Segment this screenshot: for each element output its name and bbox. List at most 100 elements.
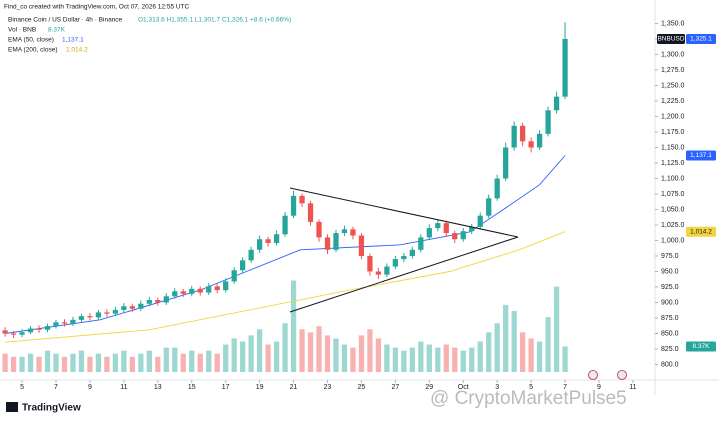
candle-body <box>112 309 119 314</box>
volume-bar <box>316 326 322 372</box>
candle-body <box>172 291 178 297</box>
ohlc-label: O1,313.6 H1,355.1 L1,301.7 C1,326.1 +8.6… <box>138 17 291 24</box>
candle-body <box>477 215 483 227</box>
candle-body <box>78 316 85 320</box>
volume-bar <box>44 350 51 372</box>
volume-bar <box>61 356 68 372</box>
x-tick-label: 19 <box>256 384 264 391</box>
candle-body <box>61 322 68 324</box>
ema-tag-box <box>686 150 716 161</box>
candle-body <box>138 303 144 309</box>
volume-bar <box>350 347 356 372</box>
candle-body <box>214 286 220 291</box>
volume-bar <box>265 344 271 372</box>
y-tick-label: 1,050.0 <box>661 206 684 213</box>
y-tick-label: 1,175.0 <box>661 129 684 136</box>
volume-bar <box>358 335 365 372</box>
chart-title: Binance Coin / US Dollar · 4h · Binance <box>8 17 123 24</box>
volume-bar <box>36 356 42 372</box>
candle-body <box>418 237 424 250</box>
candle-body <box>333 233 339 250</box>
x-tick-label: 11 <box>120 384 127 391</box>
volume-bar <box>333 338 339 372</box>
volume-bar <box>53 353 59 372</box>
volume-bar <box>256 329 263 372</box>
y-tick-label: 975.0 <box>661 253 679 260</box>
header: Find_co created with TradingView.com, Oc… <box>4 4 190 11</box>
x-tick-label: 13 <box>154 384 162 391</box>
volume-bar <box>248 335 254 372</box>
event-flag[interactable] <box>617 370 627 380</box>
candle-body <box>240 260 246 271</box>
candle-body <box>494 178 500 199</box>
volume-bar <box>19 356 25 372</box>
candle-body <box>44 326 51 330</box>
event-flag[interactable] <box>588 370 598 380</box>
volume-bar <box>172 347 178 372</box>
x-tick-label: 9 <box>88 384 92 391</box>
candle-body <box>350 229 356 236</box>
candle-body <box>265 239 271 243</box>
legend-volume-value: 8.37K <box>48 27 66 34</box>
ema-tag: 1,137.1 <box>690 152 712 159</box>
volume-bar <box>418 341 424 372</box>
symbol-tag-box <box>657 33 685 44</box>
candle-body <box>536 133 543 148</box>
volume-bar <box>384 344 390 372</box>
candle-body <box>87 316 93 318</box>
candle-body <box>256 239 263 250</box>
volume-bar <box>290 280 297 372</box>
volume-bar <box>443 344 449 372</box>
candle-body <box>316 221 322 238</box>
volume-bar <box>324 335 331 372</box>
candle-body <box>19 332 25 335</box>
y-tick-label: 1,075.0 <box>661 191 684 198</box>
candle-body <box>27 328 34 333</box>
volume-bar <box>240 341 246 372</box>
x-tick-label: 17 <box>222 384 230 391</box>
y-tick-label: 950.0 <box>661 268 679 275</box>
trendline <box>289 187 519 238</box>
volume-bar <box>112 353 119 372</box>
ema-line <box>5 155 566 334</box>
volume-bar <box>282 323 288 372</box>
y-tick-label: 1,000.0 <box>661 237 684 244</box>
candle-body <box>180 291 186 294</box>
candle-body <box>562 38 568 97</box>
volume-bar <box>435 347 441 372</box>
volume-bar <box>511 311 517 372</box>
ema-tag-box <box>686 226 716 237</box>
legend-ema: EMA (50, close) <box>8 37 54 44</box>
volume-bar <box>163 347 169 372</box>
volume-bar <box>486 332 492 372</box>
candle-body <box>36 328 42 330</box>
volume-bar <box>129 356 135 372</box>
volume-bar <box>78 350 85 372</box>
candle-body <box>282 215 288 235</box>
candle-body <box>469 226 475 232</box>
volume-bar <box>528 338 534 372</box>
volume-bar <box>477 341 483 372</box>
y-tick-label: 1,225.0 <box>661 98 684 105</box>
candle-body <box>10 333 17 335</box>
candle-body <box>545 110 551 134</box>
candle-body <box>189 288 195 294</box>
volume-bar <box>206 350 212 372</box>
volume-bar <box>95 353 102 372</box>
legend-ema-value: 1,137.1 <box>62 37 84 44</box>
volume-bar <box>460 350 466 372</box>
candle-body <box>121 306 127 310</box>
candle-body <box>511 125 517 148</box>
volume-bar <box>341 344 348 372</box>
y-tick-label: 1,350.0 <box>661 20 684 27</box>
x-tick-label: 29 <box>425 384 433 391</box>
volume-bar <box>494 323 500 372</box>
volume-bar <box>146 350 152 372</box>
candle-body <box>358 235 365 256</box>
volume-bar <box>155 356 161 372</box>
candle-body <box>299 195 305 204</box>
volume-bar <box>138 353 144 372</box>
x-tick-label: 21 <box>290 384 298 391</box>
x-tick-label: 25 <box>358 384 366 391</box>
